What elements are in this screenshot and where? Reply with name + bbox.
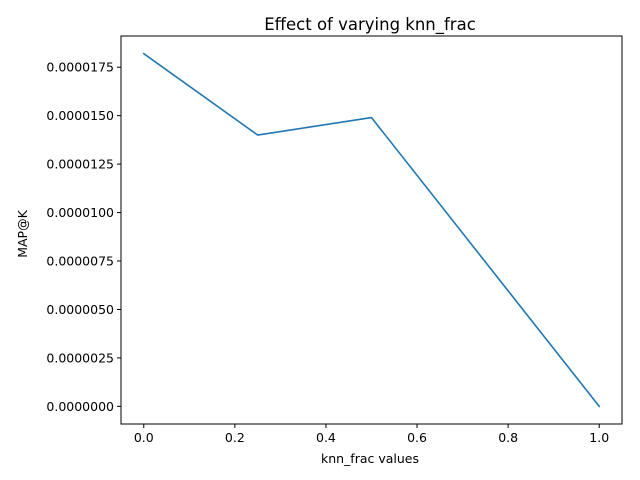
y-tick-label: 0.0000150 xyxy=(46,108,114,123)
y-axis-label: MAP@K xyxy=(15,209,30,257)
x-tick-label: 0.0 xyxy=(134,430,154,445)
x-tick-label: 1.0 xyxy=(589,430,609,445)
x-tick-label: 0.6 xyxy=(407,430,427,445)
series-line-0 xyxy=(142,52,601,408)
plot-area xyxy=(120,35,623,425)
y-tick-label: 0.0000125 xyxy=(46,157,114,172)
x-tick-label: 0.4 xyxy=(316,430,336,445)
y-tick-label: 0.0000050 xyxy=(46,302,114,317)
x-axis-ticks: 0.0 0.2 0.4 0.6 0.8 1.0 xyxy=(134,424,609,445)
y-tick-label: 0.0000100 xyxy=(46,205,114,220)
y-axis-ticks: 0.0000000 0.0000025 0.0000050 0.0000075 0.00… xyxy=(46,60,121,414)
x-tick-label: 0.2 xyxy=(225,430,245,445)
x-tick-label: 0.8 xyxy=(498,430,518,445)
y-tick-label: 0.0000075 xyxy=(46,254,114,269)
y-tick-label: 0.0000000 xyxy=(46,399,114,414)
x-axis-label: knn_frac values xyxy=(321,451,419,466)
axes-frame xyxy=(120,35,623,425)
chart-title: Effect of varying knn_frac xyxy=(264,15,476,35)
y-tick-label: 0.0000025 xyxy=(46,350,114,365)
y-tick-label: 0.0000175 xyxy=(46,60,114,75)
